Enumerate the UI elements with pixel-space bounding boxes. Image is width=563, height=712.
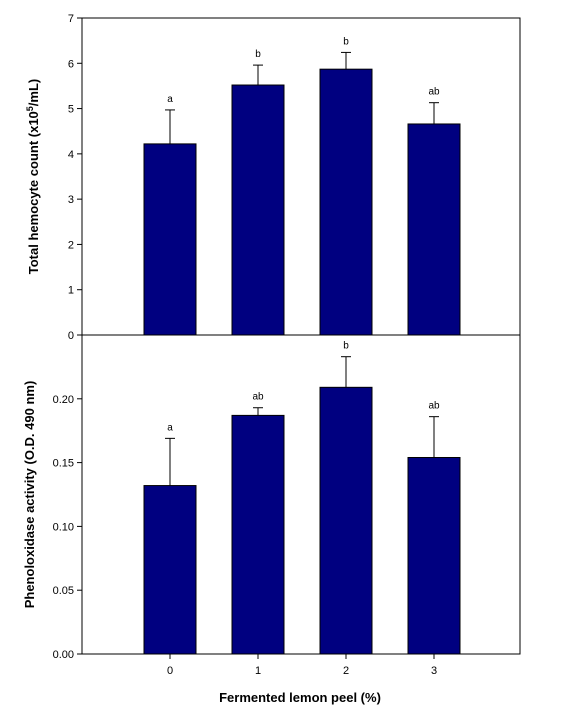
plot-frame <box>81 334 521 655</box>
significance-label: ab <box>428 87 440 98</box>
significance-label: ab <box>252 392 264 403</box>
bar <box>407 456 461 655</box>
bar <box>407 123 461 336</box>
y-tick-label: 2 <box>68 239 74 251</box>
significance-label: ab <box>428 401 440 412</box>
bar <box>231 84 285 336</box>
y-tick-label: 0 <box>68 330 74 342</box>
y-tick-label: 0.20 <box>53 394 74 406</box>
x-tick-label: 2 <box>343 665 349 677</box>
y-axis-title: Total hemocyte count (x105/mL) <box>25 79 41 274</box>
y-tick-label: 3 <box>68 194 74 206</box>
bar <box>319 68 373 336</box>
y-axis-title: Phenoloxidase activity (O.D. 490 nm) <box>22 381 37 609</box>
y-tick-label: 0.00 <box>53 649 74 661</box>
bar <box>143 143 197 336</box>
y-tick-label: 0.15 <box>53 458 74 470</box>
y-tick-label: 0.10 <box>53 521 74 533</box>
y-tick-label: 5 <box>68 104 74 116</box>
significance-label: a <box>167 94 173 105</box>
bar <box>231 414 285 655</box>
x-tick-label: 3 <box>431 665 437 677</box>
significance-label: b <box>255 49 261 60</box>
bar <box>143 485 197 655</box>
y-tick-label: 4 <box>68 149 74 161</box>
significance-label: b <box>343 36 349 47</box>
x-axis-title: Fermented lemon peel (%) <box>219 690 381 705</box>
significance-label: a <box>167 422 173 433</box>
panel-phenoloxidase-activity: 0.00 0.05 0.10 0.15 0.20 a ab b ab 0 1 2 3 Phenoloxid… <box>22 334 521 677</box>
x-tick-label: 1 <box>255 665 261 677</box>
y-tick-label: 7 <box>68 13 74 25</box>
y-tick-label: 0.05 <box>53 585 74 597</box>
x-tick-label: 0 <box>167 665 173 677</box>
y-tick-label: 1 <box>68 285 74 297</box>
y-tick-label: 6 <box>68 58 74 70</box>
bar <box>319 386 373 655</box>
significance-label: b <box>343 341 349 352</box>
